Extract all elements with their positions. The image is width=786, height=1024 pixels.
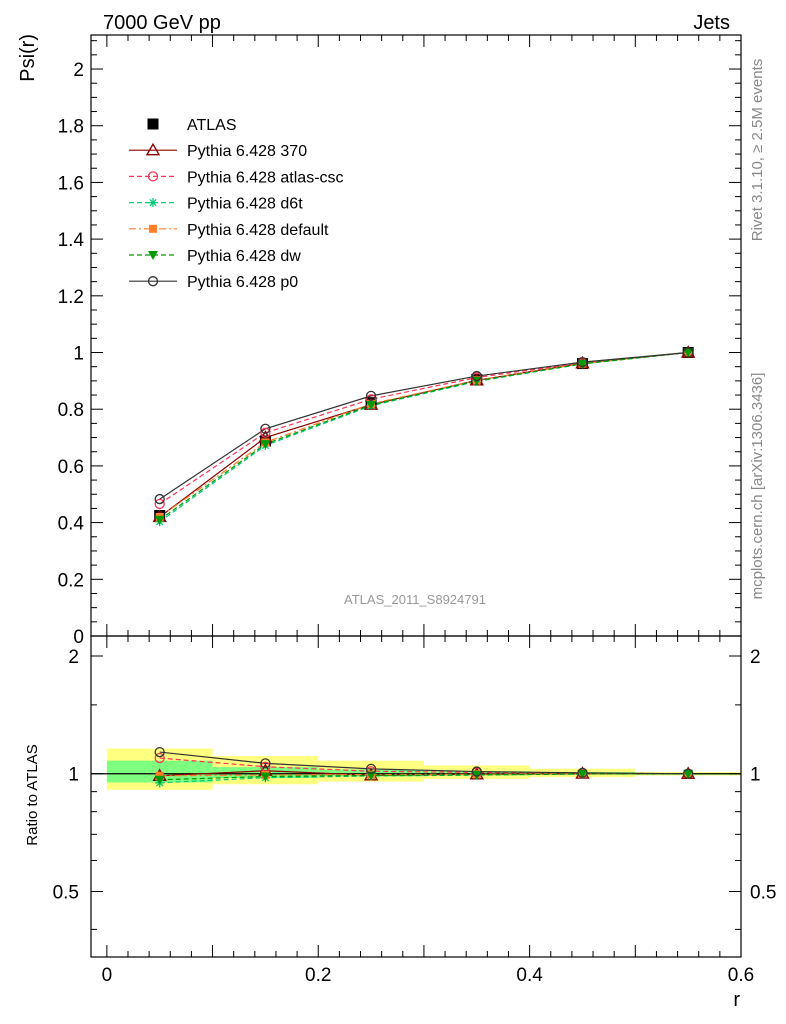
ratio-point-pythia-6-428-dw — [366, 771, 377, 781]
legend-marker-pythia-6-428-d6t — [148, 198, 158, 208]
data-point-pythia-6-428-dw — [154, 515, 165, 525]
y-tick-label: 0 — [73, 627, 84, 648]
legend-label-atlas: ATLAS — [187, 117, 237, 134]
legend-label-pythia-6-428-370: Pythia 6.428 370 — [187, 143, 307, 160]
mcplots-label: mcplots.cern.ch [arXiv:1306.3436] — [749, 373, 766, 600]
ratio-point-pythia-6-428-dw — [154, 775, 165, 785]
series-line-pythia-6-428-dw — [159, 351, 689, 521]
ratio-point-pythia-6-428-p0 — [154, 746, 165, 758]
rivet-label: Rivet 3.1.10, ≥ 2.5M events — [749, 59, 766, 242]
ratio-point-pythia-6-428-default — [155, 771, 164, 780]
data-point-pythia-6-428-dw — [471, 376, 482, 386]
data-point-pythia-6-428-p0 — [471, 370, 482, 382]
y-tick-label: 2 — [73, 60, 84, 81]
data-point-pythia-6-428-p0 — [365, 390, 377, 402]
legend-label-pythia-6-428-p0: Pythia 6.428 p0 — [187, 274, 298, 291]
legend-marker-atlas — [147, 118, 159, 130]
ratio-line-pythia-6-428-p0 — [159, 751, 689, 775]
uncertainty-band-inner — [106, 760, 213, 783]
series-line-pythia-6-428-p0 — [159, 351, 689, 500]
ratio-ylabel: Ratio to ATLAS — [24, 744, 41, 845]
data-point-pythia-6-428-p0 — [154, 493, 165, 505]
data-point-pythia-6-428-atlas-csc — [154, 498, 165, 510]
series-line-pythia-6-428-atlas-csc — [159, 351, 689, 505]
legend-label-pythia-6-428-d6t: Pythia 6.428 d6t — [187, 196, 303, 213]
ratio-point-pythia-6-428-dw — [577, 769, 588, 779]
ratio-y-tick-label: 1 — [68, 765, 79, 786]
data-point-pythia-6-428-p0 — [683, 347, 694, 358]
y-tick-label: 1.4 — [58, 230, 85, 251]
series-line-pythia-6-428-default — [159, 351, 689, 518]
x-tick-label: 0.2 — [305, 965, 331, 986]
header-right: Jets — [693, 12, 730, 34]
legend-label-pythia-6-428-dw: Pythia 6.428 dw — [187, 248, 301, 265]
data-point-pythia-6-428-p0 — [260, 423, 271, 434]
ratio-line-pythia-6-428-dw — [159, 773, 689, 781]
main-panel: 0 0.2 0.4 0.6 0.8 1 1.2 1.4 1.6 1.8 2 — [58, 34, 742, 648]
data-point-pythia-6-428-dw — [260, 440, 271, 450]
ratio-point-pythia-6-428-p0 — [577, 767, 588, 779]
series-line-pythia-6-428-370 — [159, 351, 689, 518]
x-tick-label: 0.4 — [516, 965, 543, 986]
ratio-point-pythia-6-428-p0 — [260, 758, 271, 769]
legend-marker-pythia-6-428-p0 — [147, 276, 159, 287]
data-point-pythia-6-428-dw — [683, 348, 694, 358]
y-tick-label: 1.6 — [58, 173, 84, 194]
ratio-point-pythia-6-428-p0 — [683, 768, 694, 779]
legend-marker-pythia-6-428-370 — [145, 142, 161, 156]
ratio-y-tick-label-right: 1 — [750, 765, 761, 786]
legend-label-pythia-6-428-default: Pythia 6.428 default — [187, 222, 329, 239]
data-point-pythia-6-428-atlas-csc — [260, 427, 271, 438]
y-tick-label: 1 — [73, 344, 84, 365]
x-axis-label: r — [733, 989, 740, 1011]
legend-label-pythia-6-428-atlas-csc: Pythia 6.428 atlas-csc — [187, 169, 344, 186]
ratio-point-pythia-6-428-p0 — [365, 763, 377, 775]
ratio-y-tick-label: 2 — [68, 647, 79, 668]
x-tick-label: 0 — [102, 965, 113, 986]
ratio-point-pythia-6-428-dw — [683, 769, 694, 779]
legend-marker-pythia-6-428-default — [149, 224, 157, 233]
series-line-pythia-6-428-d6t — [159, 351, 689, 523]
x-tick-label: 0.6 — [728, 965, 754, 986]
ratio-y-tick-label: 0.5 — [53, 882, 79, 903]
header-left: 7000 GeV pp — [103, 12, 221, 34]
y-tick-label: 0.2 — [58, 570, 84, 591]
y-tick-label: 1.8 — [58, 117, 84, 138]
ratio-point-pythia-6-428-dw — [471, 770, 482, 780]
legend-marker-pythia-6-428-atlas-csc — [147, 171, 159, 182]
y-tick-label: 0.6 — [58, 457, 84, 478]
legend-marker-pythia-6-428-dw — [148, 251, 158, 260]
ratio-point-pythia-6-428-dw — [260, 772, 271, 782]
ratio-point-pythia-6-428-p0 — [471, 766, 482, 777]
legend: ATLAS Pythia 6.428 370 Pythia 6.428 atlas-… — [129, 117, 344, 291]
ratio-y-tick-label-right: 2 — [750, 647, 761, 668]
main-ylabel: Psi(r) — [17, 34, 39, 82]
data-point-pythia-6-428-dw — [577, 359, 588, 369]
y-tick-label: 0.4 — [58, 514, 85, 535]
ratio-frame — [90, 635, 742, 958]
data-point-pythia-6-428-p0 — [577, 356, 588, 368]
ratio-point-pythia-6-428-atlas-csc — [154, 752, 165, 764]
data-point-pythia-6-428-dw — [366, 400, 377, 410]
y-tick-label: 1.2 — [58, 287, 84, 308]
ratio-panel: 0.5 0.5 1 1 2 2 0 0.2 0.4 0.6 — [53, 635, 776, 986]
y-tick-label: 0.8 — [58, 400, 84, 421]
ratio-y-tick-label-right: 0.5 — [750, 882, 776, 903]
watermark: ATLAS_2011_S8924791 — [344, 592, 486, 607]
